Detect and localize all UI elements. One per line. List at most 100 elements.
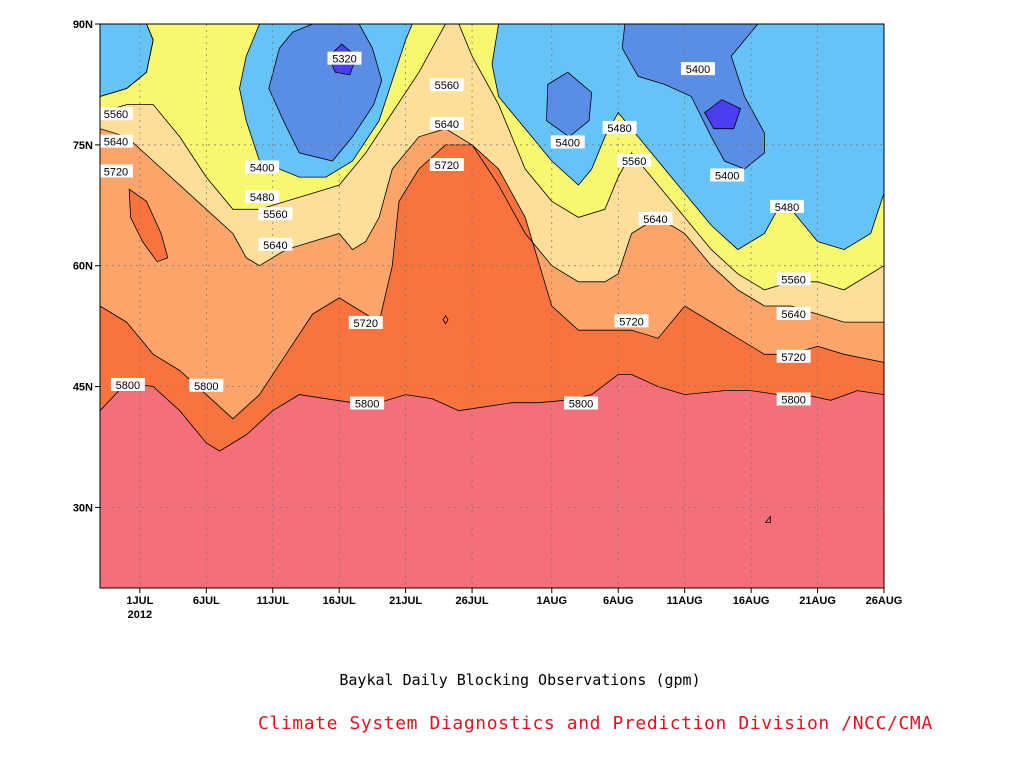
x-tick-label: 21JUL bbox=[389, 595, 422, 607]
x-tick-label: 26AUG bbox=[866, 595, 903, 607]
contour-label-3: 5400 bbox=[680, 62, 715, 76]
contour-label-bg bbox=[429, 78, 464, 92]
contour-label-26: 5800 bbox=[564, 396, 599, 410]
contour-label-13: 5640 bbox=[98, 134, 133, 149]
contour-label-27: 5800 bbox=[776, 392, 811, 406]
contour-label-bg bbox=[550, 135, 585, 149]
contour-label-text: 5720 bbox=[435, 160, 459, 172]
contour-label-12: 5560 bbox=[776, 272, 811, 286]
x-year-label: 2012 bbox=[128, 609, 152, 621]
contour-label-21: 5720 bbox=[614, 314, 649, 328]
contour-line-0 bbox=[100, 24, 884, 251]
contour-label-text: 5400 bbox=[250, 162, 274, 174]
contour-label-bg bbox=[258, 237, 293, 251]
contour-label-bg bbox=[258, 207, 293, 221]
contour-label-text: 5720 bbox=[104, 166, 128, 178]
contour-label-14: 5640 bbox=[258, 237, 293, 252]
contour-label-11: 5560 bbox=[617, 153, 652, 168]
contour-label-4: 5400 bbox=[710, 168, 745, 182]
contour-label-text: 5480 bbox=[250, 192, 274, 204]
contour-label-bg bbox=[110, 377, 145, 391]
contour-label-bg bbox=[602, 120, 637, 134]
pocket-5320-5400-1 bbox=[546, 71, 593, 138]
pocket-5320-5400-2 bbox=[621, 24, 765, 170]
contour-label-22: 5720 bbox=[776, 349, 811, 364]
contour-label-bg bbox=[98, 107, 133, 121]
contour-label-text: 5400 bbox=[686, 64, 710, 76]
contour-labels: 5320 5400 5400 5400 5400 5480 5480 5480 5560 5560… bbox=[98, 51, 811, 410]
contour-label-16: 5640 bbox=[638, 211, 673, 226]
contour-label-bg bbox=[776, 349, 811, 363]
region-5720_5800-2 bbox=[128, 188, 169, 263]
contour-label-bg bbox=[245, 160, 280, 174]
contour-label-bg bbox=[348, 315, 383, 329]
contour-label-bg bbox=[776, 272, 811, 286]
contour-label-0: 5320 bbox=[327, 51, 362, 66]
x-tick-label: 16JUL bbox=[323, 595, 356, 607]
contour-label-text: 5800 bbox=[569, 398, 593, 410]
x-tick-label: 1AUG bbox=[537, 595, 568, 607]
contour-label-text: 5720 bbox=[781, 352, 805, 364]
contour-label-bg bbox=[98, 134, 133, 148]
contour-label-text: 5640 bbox=[643, 214, 667, 226]
contour-label-text: 5560 bbox=[435, 80, 459, 92]
contour-label-bg bbox=[680, 62, 715, 76]
contour-label-bg bbox=[776, 307, 811, 321]
y-tick-label: 90N bbox=[73, 19, 93, 31]
contour-label-bg bbox=[350, 396, 385, 410]
contour-label-text: 5400 bbox=[715, 170, 739, 182]
contour-label-text: 5560 bbox=[104, 109, 128, 121]
contour-label-19: 5720 bbox=[348, 315, 383, 330]
contour-label-23: 5800 bbox=[110, 377, 145, 392]
contour-label-24: 5800 bbox=[189, 378, 224, 393]
x-tick-label: 26JUL bbox=[456, 595, 489, 607]
contour-label-bg bbox=[327, 51, 362, 65]
contour-label-bg bbox=[189, 378, 224, 392]
contour-label-7: 5480 bbox=[769, 199, 804, 214]
contour-label-text: 5800 bbox=[116, 380, 140, 392]
contour-label-5: 5480 bbox=[245, 190, 280, 204]
x-tick-label: 11AUG bbox=[667, 595, 703, 607]
x-tick-label: 6AUG bbox=[603, 595, 634, 607]
contour-label-text: 5560 bbox=[622, 156, 646, 168]
contour-label-bg bbox=[564, 396, 599, 410]
plot-area bbox=[100, 24, 884, 588]
contour-label-bg bbox=[614, 314, 649, 328]
contour-label-bg bbox=[617, 153, 652, 167]
x-tick-label: 6JUL bbox=[193, 595, 220, 607]
marker-triangle-1 bbox=[764, 515, 771, 523]
x-tick-label: 1JUL bbox=[126, 595, 153, 607]
contour-label-text: 5400 bbox=[556, 137, 580, 149]
plot-frame bbox=[99, 23, 885, 589]
contour-label-text: 5800 bbox=[781, 394, 805, 406]
region-below_5320-4 bbox=[704, 99, 741, 130]
contour-line-1 bbox=[100, 24, 884, 291]
contour-label-bg bbox=[98, 164, 133, 178]
contour-label-bg bbox=[429, 116, 464, 130]
y-tick-label: 45N bbox=[73, 382, 93, 394]
y-tick-label: 30N bbox=[73, 502, 93, 514]
contour-label-text: 5640 bbox=[435, 119, 459, 131]
contour-label-17: 5640 bbox=[776, 307, 811, 321]
contour-label-1: 5400 bbox=[245, 160, 280, 174]
chart-title: Baykal Daily Blocking Observations (gpm) bbox=[339, 671, 701, 689]
marker-diamond-0 bbox=[442, 314, 449, 325]
contour-label-text: 5480 bbox=[607, 123, 631, 135]
contour-label-text: 5320 bbox=[332, 54, 356, 66]
contour-label-6: 5480 bbox=[602, 120, 637, 135]
contour-label-text: 5560 bbox=[263, 209, 287, 221]
x-tick-label: 11JUL bbox=[257, 595, 290, 607]
contour-label-8: 5560 bbox=[98, 107, 133, 121]
contour-label-bg bbox=[245, 190, 280, 204]
contour-label-18: 5720 bbox=[98, 164, 133, 178]
x-tick-label: 16AUG bbox=[733, 595, 770, 607]
contour-label-text: 5720 bbox=[619, 316, 643, 328]
y-tick-label: 75N bbox=[73, 140, 93, 152]
x-tick-label: 21AUG bbox=[799, 595, 836, 607]
contour-label-bg bbox=[710, 168, 745, 182]
contour-line-2 bbox=[100, 128, 884, 323]
axes: 1JUL 6JUL 11JUL 16JUL 21JUL 26JUL 1AUG 6AUG 11AU… bbox=[73, 19, 903, 621]
contour-label-text: 5560 bbox=[781, 274, 805, 286]
credit-line: Climate System Diagnostics and Predictio… bbox=[258, 713, 933, 734]
contour-label-text: 5640 bbox=[263, 240, 287, 252]
